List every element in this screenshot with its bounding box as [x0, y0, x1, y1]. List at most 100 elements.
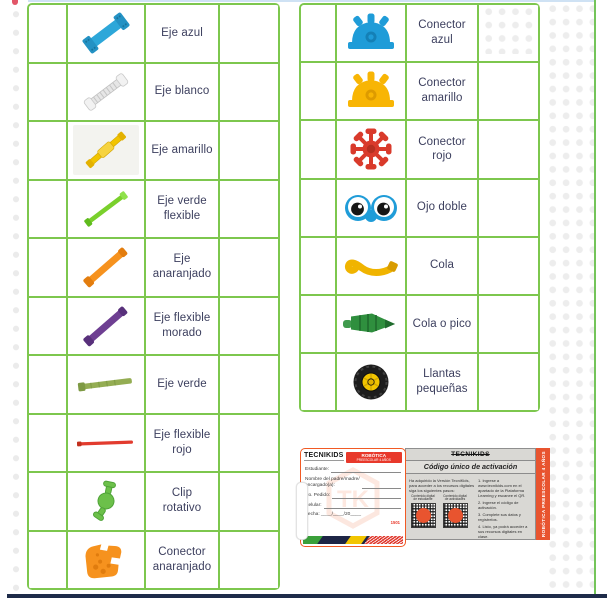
part-label: Llantas pequeñas: [416, 368, 468, 396]
part-image-cell: [337, 5, 407, 64]
qty-cell: [29, 473, 68, 532]
red-flexible-axle-icon: [73, 418, 139, 468]
part-image-cell: [68, 239, 146, 298]
date-field: Fecha: ____/____/20____: [305, 512, 362, 518]
part-label: Eje verde flexible: [157, 194, 207, 222]
notes-cell: [479, 295, 540, 355]
program-badge: ROBÓTICA PREESCOLAR 4 AÑOS: [345, 452, 402, 464]
part-name-cell: Conector anaranjado: [146, 531, 220, 590]
parent-name-field: Nombre del padre/madre/ encargado(a):: [305, 477, 401, 490]
notes-cell: [220, 531, 280, 590]
part-label: Conector amarillo: [418, 77, 466, 105]
write-line: [332, 494, 401, 499]
rotating-clip-icon: [73, 476, 139, 526]
yellow-connector-icon: [338, 66, 404, 116]
stripe-red-hatched: [364, 536, 403, 544]
qty-cell: [29, 531, 68, 590]
part-image-cell: [337, 121, 407, 180]
notes-cell: [479, 354, 540, 413]
part-image-cell: [68, 63, 146, 122]
parts-table-right: Conector azul Conector amarillo Conector r…: [299, 3, 540, 413]
part-label: Eje flexible morado: [153, 311, 211, 339]
activation-intro: Ha adquirido la Versión TecniKids, para …: [409, 477, 475, 493]
write-line: [323, 504, 401, 509]
part-label: Conector rojo: [418, 135, 466, 163]
phone-field: Celular:: [305, 503, 401, 509]
part-label: Eje verde: [157, 377, 207, 390]
qty-cell: [29, 5, 68, 64]
side-strip-label: ROBÓTICA PREESCOLAR 4 AÑOS: [540, 450, 546, 538]
qty-cell: [29, 122, 68, 181]
small-wheels-icon: [338, 357, 404, 407]
dot-pattern-patch: [482, 5, 536, 54]
notes-cell: [220, 239, 280, 298]
part-name-cell: Eje flexible rojo: [146, 414, 220, 473]
part-name-cell: Eje flexible morado: [146, 297, 220, 356]
qr-code-icon: [410, 503, 436, 529]
notes-cell: [220, 180, 280, 239]
card-side-tab: [296, 482, 308, 540]
part-name-cell: Eje verde flexible: [146, 180, 220, 239]
part-name-cell: Clip rotativo: [146, 473, 220, 532]
notes-cell: [220, 473, 280, 532]
order-number-field: No. Pedido:: [305, 493, 401, 499]
part-label: Cola: [429, 259, 455, 272]
orange-connector-icon: [73, 535, 139, 585]
part-image-cell: [68, 297, 146, 356]
yellow-axle-icon: [73, 125, 139, 176]
qr-code-icon: [442, 503, 468, 529]
right-margin-dots: [545, 0, 594, 594]
part-label: Eje anaranjado: [152, 253, 212, 281]
notes-cell: [479, 63, 540, 122]
qty-cell: [301, 295, 337, 355]
orange-axle-icon: [73, 242, 139, 292]
green-axle-icon: [73, 359, 139, 409]
red-corner-mark: [12, 0, 18, 5]
notes-cell: [220, 122, 280, 181]
green-flexible-axle-icon: [73, 184, 139, 234]
part-name-cell: Cola: [407, 237, 479, 296]
part-image-cell: [68, 531, 146, 590]
part-name-cell: Cola o pico: [407, 295, 479, 355]
page-edge-green-line: [594, 0, 596, 597]
part-image-cell: [337, 63, 407, 122]
left-margin-dots: [10, 2, 22, 594]
student-field: Estudiante:: [305, 467, 401, 474]
program-name: ROBÓTICA: [361, 453, 387, 458]
qty-cell: [29, 239, 68, 298]
write-line: [361, 484, 401, 490]
part-image-cell: [68, 5, 146, 64]
tail-or-beak-icon: [338, 299, 404, 349]
parts-table-left: Eje azul Eje blanco Eje amarillo Eje verde …: [27, 3, 280, 590]
part-name-cell: Eje blanco: [146, 63, 220, 122]
red-connector-icon: [338, 124, 404, 174]
qty-cell: [301, 121, 337, 180]
part-image-cell: [68, 473, 146, 532]
part-name-cell: Ojo doble: [407, 179, 479, 238]
double-eye-icon: [338, 183, 404, 233]
card-side-strip: ROBÓTICA PREESCOLAR 4 AÑOS: [536, 448, 550, 540]
part-label: Conector anaranjado: [152, 545, 212, 573]
part-image-cell: [337, 295, 407, 355]
part-image-cell: [68, 122, 146, 181]
student-info-panel: TK TECNIKIDS ROBÓTICA PREESCOLAR 4 AÑOS …: [300, 448, 406, 547]
part-name-cell: Eje azul: [146, 5, 220, 64]
part-name-cell: Conector azul: [407, 5, 479, 64]
notes-cell: [479, 179, 540, 238]
qty-cell: [29, 297, 68, 356]
part-label: Eje flexible rojo: [153, 428, 211, 456]
write-line: [331, 468, 401, 474]
blue-axle-icon: [73, 8, 139, 58]
tecnikids-logo: TECNIKIDS: [451, 451, 490, 458]
part-label: Conector azul: [418, 19, 466, 47]
part-label: Ojo doble: [416, 201, 468, 214]
form-code: 1501: [390, 520, 400, 526]
part-name-cell: Conector rojo: [407, 121, 479, 180]
qty-cell: [29, 63, 68, 122]
part-name-cell: Eje amarillo: [146, 122, 220, 181]
part-name-cell: Eje anaranjado: [146, 239, 220, 298]
qty-cell: [301, 354, 337, 413]
part-name-cell: Eje verde: [146, 356, 220, 415]
part-image-cell: [337, 237, 407, 296]
